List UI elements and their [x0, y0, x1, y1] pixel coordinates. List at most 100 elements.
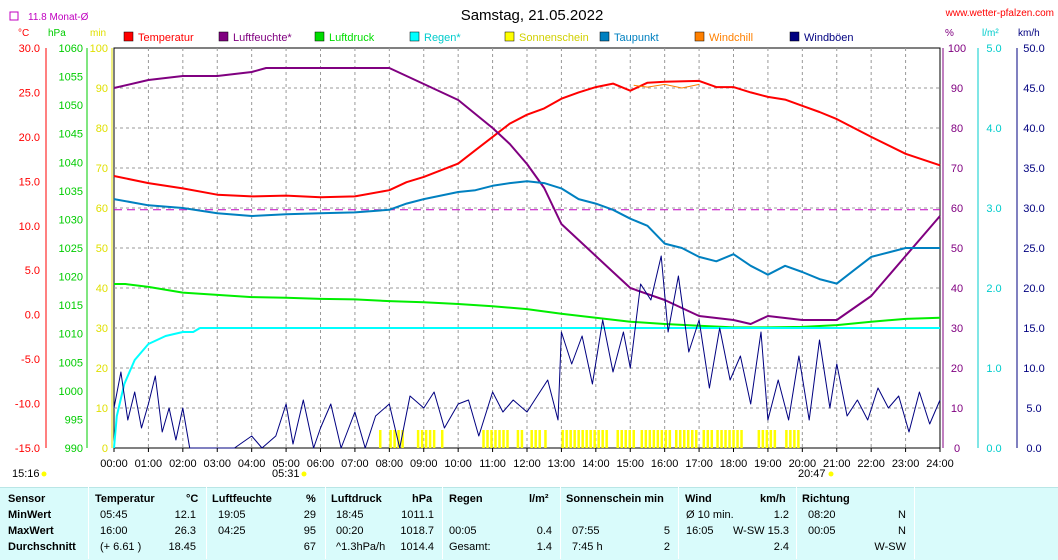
rain-tick-label: 0.0 [986, 443, 1001, 455]
x-tick-label: 10:00 [444, 458, 472, 470]
header-rain-unit: l/m² [529, 493, 549, 505]
monthly-avg-label: 11.8 Monat-Ø [28, 12, 89, 23]
table-row: MinWert 05:45 12.1 19:05 29 18:45 1011.1 Ø 10 m… [0, 509, 1058, 525]
sunshine-bar [538, 430, 541, 448]
wind-tick-label: 45.0 [1023, 83, 1044, 95]
rain-tick-label: 3.0 [986, 203, 1001, 215]
unit-percent: % [945, 28, 954, 39]
pressure-tick-label: 990 [65, 443, 83, 455]
sunshine-bar [656, 430, 660, 448]
pressure-tick-label: 1055 [59, 72, 83, 84]
humidity-tick-label: 0 [954, 443, 960, 455]
sunshine-bar [694, 430, 698, 448]
table-cell-press-time: ^1.3hPa/h [336, 541, 386, 553]
rain-tick-label: 1.0 [986, 363, 1001, 375]
site-link[interactable]: www.wetter-pfalzen.com [945, 8, 1054, 19]
summary-table: Sensor Temperatur °C Luftfeuchte % Luftd… [0, 487, 1058, 560]
sunshine-bar [389, 430, 392, 448]
header-sensor: Sensor [8, 493, 46, 505]
rain-tick-label: 4.0 [986, 123, 1001, 135]
wind-tick-label: 35.0 [1023, 163, 1044, 175]
humidity-tick-label: 100 [948, 43, 966, 55]
pressure-tick-label: 1000 [59, 386, 83, 398]
table-divider [678, 487, 679, 559]
sunshine-bar [530, 430, 533, 448]
sunrise-label: 05:31 [272, 468, 300, 480]
wind-tick-label: 25.0 [1023, 243, 1044, 255]
sunshine-bar [668, 430, 672, 448]
table-cell-temp-val: 18.45 [168, 541, 196, 553]
table-cell-press-time: 18:45 [336, 509, 364, 521]
x-tick-label: 05:00 [272, 458, 300, 470]
sunshine-bars [379, 430, 800, 448]
temp-tick-label: 30.0 [19, 43, 40, 55]
legend-swatch [218, 31, 229, 42]
sunshine-bar [761, 430, 765, 448]
wind-tick-label: 20.0 [1023, 283, 1044, 295]
wind-tick-label: 0.0 [1026, 443, 1041, 455]
legend-label: Windböen [804, 32, 854, 44]
table-divider [560, 487, 561, 559]
temp-tick-label: 0.0 [25, 310, 40, 322]
table-cell-temp-val: 12.1 [174, 509, 196, 521]
sunshine-bar [605, 430, 608, 448]
sunshine-bar [644, 430, 648, 448]
minutes-tick-label: 10 [96, 403, 108, 415]
table-cell-dir-time: 00:05 [808, 525, 836, 537]
sunshine-bar [789, 430, 792, 448]
legend-label: Luftdruck [329, 32, 375, 44]
humidity-tick-label: 50 [951, 243, 963, 255]
legend-swatch [789, 31, 800, 42]
series-line-luftdruck [114, 283, 941, 329]
pressure-tick-label: 1035 [59, 186, 83, 198]
time-left-label: 15:16 [12, 468, 40, 480]
sunshine-bar [736, 430, 739, 448]
x-tick-label: 21:00 [823, 458, 851, 470]
sunshine-bar [757, 430, 761, 448]
sunshine-bar [797, 430, 800, 448]
series-line-windböen [113, 255, 941, 449]
table-cell-label: MaxWert [8, 525, 54, 537]
table-row: Durchschnitt (+ 6.61 ) 18.45 67 ^1.3hPa/h 101… [0, 541, 1058, 557]
humidity-tick-label: 10 [951, 403, 963, 415]
sunshine-bar [420, 430, 424, 448]
humidity-tick-label: 40 [951, 283, 963, 295]
legend-label: Luftfeuchte* [233, 32, 292, 44]
x-tick-label: 09:00 [410, 458, 438, 470]
sunshine-bar [702, 430, 706, 448]
sunshine-bar [652, 430, 656, 448]
sunshine-bar [486, 430, 489, 448]
table-cell-press-time: 00:20 [336, 525, 364, 537]
table-cell-dir-val: W-SW [874, 541, 906, 553]
series-line-windchill [633, 83, 700, 89]
x-tick-label: 19:00 [754, 458, 782, 470]
sunshine-bar [724, 430, 727, 448]
sunshine-bar [565, 430, 568, 448]
sunshine-bar [593, 430, 596, 448]
sunshine-bar [581, 430, 584, 448]
minutes-tick-label: 30 [96, 323, 108, 335]
series-line-regen [113, 327, 940, 449]
sunshine-bar [440, 430, 444, 448]
x-tick-label: 24:00 [926, 458, 954, 470]
sunshine-bar [573, 430, 576, 448]
sunshine-bar [674, 430, 678, 448]
chart-axes [45, 48, 1018, 448]
legend-swatch [409, 31, 420, 42]
table-cell-temp-time: (+ 6.61 ) [100, 541, 142, 553]
wind-tick-label: 5.0 [1026, 403, 1041, 415]
sunset-icon [828, 471, 834, 477]
sunshine-bar [648, 430, 652, 448]
sunshine-bar [793, 430, 796, 448]
table-cell-press-val: 1014.4 [400, 541, 434, 553]
humidity-tick-label: 80 [951, 123, 963, 135]
minutes-tick-label: 40 [96, 283, 108, 295]
temp-tick-label: 15.0 [19, 176, 40, 188]
sunshine-bar [624, 430, 627, 448]
wind-tick-label: 15.0 [1023, 323, 1044, 335]
table-cell-press-val: 1011.1 [401, 509, 434, 521]
pressure-tick-label: 1030 [59, 214, 83, 226]
unit-pressure: hPa [48, 28, 66, 39]
sunshine-bar [716, 430, 719, 448]
table-cell-sun-time: 7:45 h [572, 541, 603, 553]
